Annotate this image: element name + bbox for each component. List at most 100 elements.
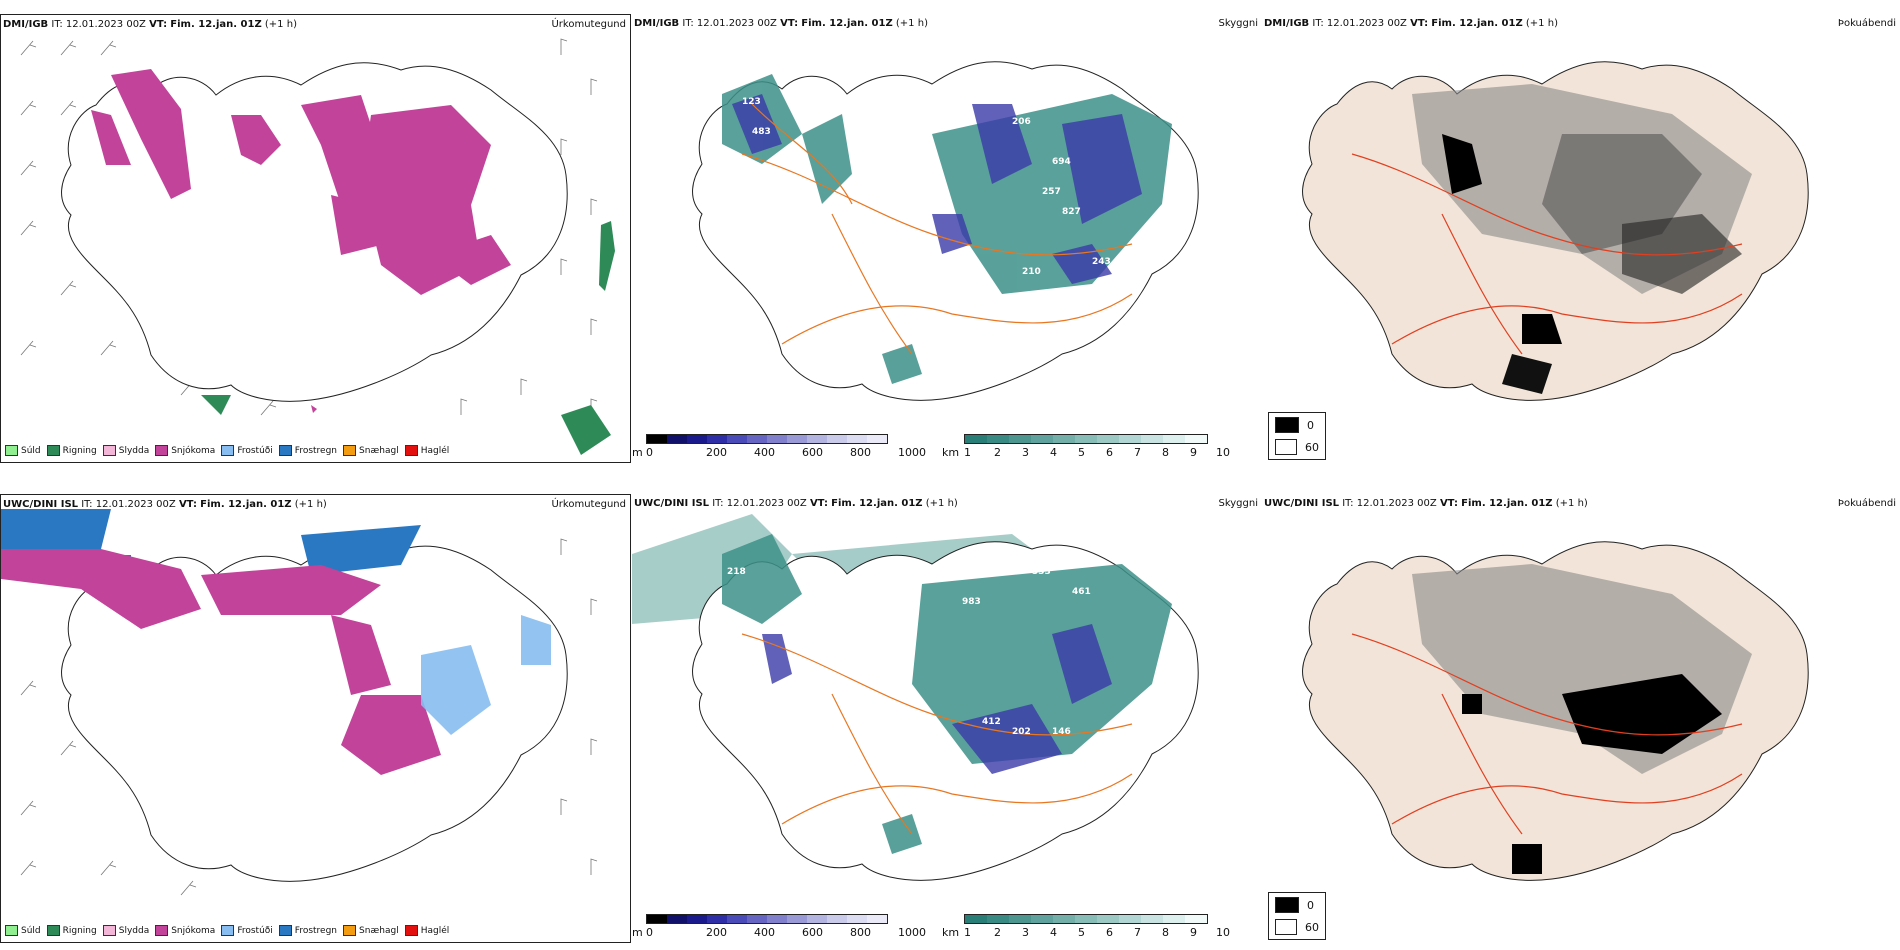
legend-label: Slydda — [118, 925, 150, 936]
svg-text:257: 257 — [1042, 187, 1061, 197]
road-network — [741, 103, 1133, 355]
legend-label: Snjókoma — [171, 925, 216, 936]
fog-panel-row1: DMI/IGB IT: 12.01.2023 00Z VT: Fim. 12.j… — [1262, 14, 1900, 463]
rain-areas — [201, 221, 615, 455]
wind-barbs — [20, 538, 598, 896]
tick-label: 0 — [646, 926, 653, 939]
legend-item: 0 — [1275, 895, 1319, 915]
tick-label: 200 — [706, 926, 727, 939]
it-label: IT: — [1342, 498, 1354, 509]
vt-value: Fim. 12.jan. 01Z — [200, 499, 292, 510]
legend-label: 0 — [1307, 898, 1314, 912]
legend-swatch — [1275, 919, 1297, 935]
legend-label: Súld — [21, 925, 41, 936]
panel-title: Úrkomutegund — [551, 19, 626, 30]
tick-label: 8 — [1162, 926, 1169, 939]
colorbar-swatches — [646, 434, 888, 444]
legend-item: Frostúði — [221, 445, 273, 456]
legend-item: Súld — [5, 925, 41, 936]
legend-swatch — [221, 925, 235, 936]
legend-label: Slydda — [118, 445, 150, 456]
it-value: 12.01.2023 00Z — [1356, 498, 1437, 509]
svg-text:146: 146 — [1052, 727, 1071, 737]
legend-label: Rigning — [62, 445, 97, 456]
it-label: IT: — [81, 499, 93, 510]
fog-legend: 0 60 — [1268, 412, 1326, 460]
cloudbase-colorbar: m 0 200 400 600 800 1000 — [632, 434, 942, 462]
colorbar-swatches — [964, 914, 1208, 924]
cloud-base-areas — [732, 94, 1142, 284]
it-label: IT: — [682, 18, 694, 29]
it-value: 12.01.2023 00Z — [95, 499, 176, 510]
legend-swatch — [102, 925, 116, 936]
tick-label: 400 — [754, 446, 775, 459]
source-label: UWC/DINI ISL — [3, 499, 79, 510]
tick-label: 1000 — [898, 446, 926, 459]
road-network — [741, 633, 1133, 835]
red-road-network — [1351, 153, 1743, 355]
tick-label: 8 — [1162, 446, 1169, 459]
freezing-drizzle-areas — [421, 615, 551, 735]
panel-title: Þokuábendi — [1837, 498, 1896, 509]
vt-label: VT: — [809, 498, 828, 509]
vt-label: VT: — [1410, 18, 1429, 29]
legend-item: 60 — [1275, 917, 1319, 937]
panel-title: Þokuábendi — [1837, 18, 1896, 29]
tick-label: 1 — [964, 926, 971, 939]
vt-label: VT: — [780, 18, 799, 29]
panel-title: Skyggni — [1218, 18, 1258, 29]
tick-label: 2 — [994, 926, 1001, 939]
tick-label: 6 — [1106, 926, 1113, 939]
legend-item: Slydda — [102, 445, 150, 456]
svg-text:412: 412 — [982, 717, 1001, 727]
legend-label: Frostregn — [294, 445, 338, 456]
it-value: 12.01.2023 00Z — [1326, 18, 1407, 29]
legend-swatch — [155, 925, 169, 936]
visibility-map-row2: 218 230 983 333 461 412 202 146 — [632, 514, 1199, 881]
svg-text:218: 218 — [727, 567, 746, 577]
svg-text:694: 694 — [1052, 157, 1071, 167]
legend-swatch — [404, 925, 418, 936]
tick-label: 400 — [754, 926, 775, 939]
snow-areas — [1, 549, 441, 775]
legend-item: Snjókoma — [155, 445, 215, 456]
legend-item: 0 — [1275, 415, 1319, 435]
colorbar-unit: m — [632, 446, 643, 459]
legend-item: Haglél — [404, 925, 450, 936]
legend-item: Snjókoma — [155, 925, 215, 936]
vt-label: VT: — [149, 19, 168, 30]
colorbar-swatches — [646, 914, 888, 924]
visibility-colorbar: km 1 2 3 4 5 6 7 8 9 10 — [942, 434, 1242, 462]
tick-label: 3 — [1022, 446, 1029, 459]
lead-time: (+1 h) — [1525, 18, 1558, 29]
vt-label: VT: — [178, 499, 197, 510]
legend-swatch — [1275, 897, 1299, 913]
vt-value: Fim. 12.jan. 01Z — [170, 19, 262, 30]
tick-label: 4 — [1050, 446, 1057, 459]
lead-time: (+1 h) — [1555, 498, 1588, 509]
svg-text:243: 243 — [1092, 257, 1111, 267]
lead-time: (+1 h) — [895, 18, 928, 29]
svg-text:206: 206 — [1012, 117, 1031, 127]
panel-header: UWC/DINI ISL IT: 12.01.2023 00Z VT: Fim.… — [634, 498, 958, 509]
legend-label: Rigning — [62, 925, 97, 936]
legend-swatch — [343, 445, 357, 456]
low-visibility-areas — [722, 534, 1172, 854]
legend-swatch — [46, 445, 60, 456]
tick-label: 7 — [1134, 446, 1141, 459]
legend-label: Snjókoma — [171, 445, 216, 456]
panel-title: Skyggni — [1218, 498, 1258, 509]
colorbar-unit: m — [632, 926, 643, 939]
tick-label: 800 — [850, 446, 871, 459]
it-value: 12.01.2023 00Z — [65, 19, 146, 30]
panel-title: Úrkomutegund — [551, 499, 626, 510]
legend-label: Haglél — [420, 925, 450, 936]
red-road-network — [1351, 633, 1743, 835]
vt-value: Fim. 12.jan. 01Z — [1461, 498, 1553, 509]
legend-item: Slydda — [102, 925, 150, 936]
legend-swatch — [221, 445, 235, 456]
legend-swatch — [155, 445, 169, 456]
tick-label: 600 — [802, 926, 823, 939]
fog-legend: 0 60 — [1268, 892, 1326, 940]
